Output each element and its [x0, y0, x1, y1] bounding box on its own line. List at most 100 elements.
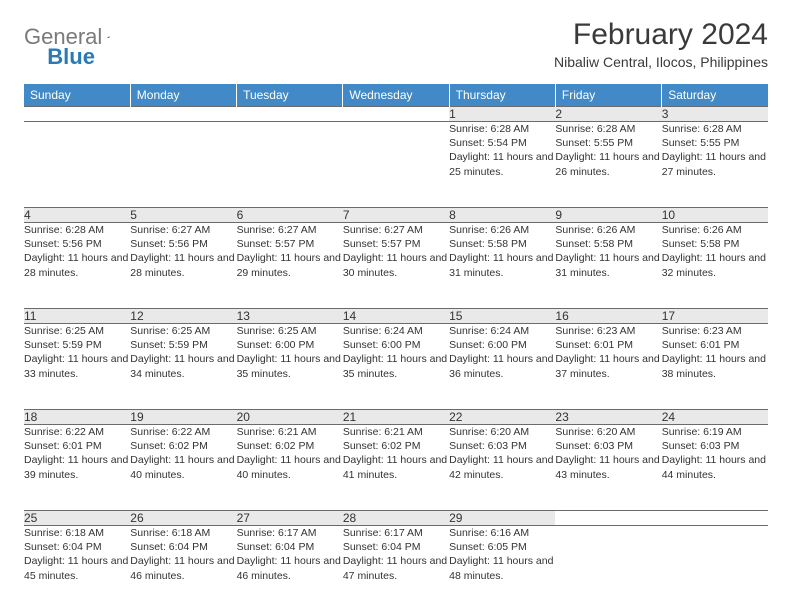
day-detail-cell: Sunrise: 6:23 AMSunset: 6:01 PMDaylight:…: [555, 324, 661, 410]
sunset-line: Sunset: 5:55 PM: [555, 136, 661, 150]
day-number-cell: [343, 107, 449, 122]
day-number-cell: 29: [449, 511, 555, 526]
sunrise-line: Sunrise: 6:17 AM: [237, 526, 343, 540]
sunset-line: Sunset: 5:57 PM: [343, 237, 449, 251]
daylight-line: Daylight: 11 hours and 37 minutes.: [555, 352, 661, 380]
sunset-line: Sunset: 6:02 PM: [130, 439, 236, 453]
weekday-header: Tuesday: [237, 84, 343, 107]
day-number-cell: 15: [449, 309, 555, 324]
day-number-cell: 12: [130, 309, 236, 324]
daylight-line: Daylight: 11 hours and 34 minutes.: [130, 352, 236, 380]
day-number-cell: 14: [343, 309, 449, 324]
sunset-line: Sunset: 6:02 PM: [237, 439, 343, 453]
sunrise-line: Sunrise: 6:23 AM: [555, 324, 661, 338]
day-number-cell: [130, 107, 236, 122]
weekday-header: Thursday: [449, 84, 555, 107]
sunset-line: Sunset: 6:00 PM: [237, 338, 343, 352]
day-detail-cell: Sunrise: 6:21 AMSunset: 6:02 PMDaylight:…: [343, 425, 449, 511]
day-number-cell: [555, 511, 661, 526]
daylight-line: Daylight: 11 hours and 38 minutes.: [662, 352, 768, 380]
sunset-line: Sunset: 5:58 PM: [555, 237, 661, 251]
day-detail-cell: Sunrise: 6:27 AMSunset: 5:56 PMDaylight:…: [130, 223, 236, 309]
sunrise-line: Sunrise: 6:22 AM: [130, 425, 236, 439]
sunset-line: Sunset: 6:02 PM: [343, 439, 449, 453]
brand-triangle-icon: [107, 28, 110, 46]
sunset-line: Sunset: 5:56 PM: [24, 237, 130, 251]
daylight-line: Daylight: 11 hours and 33 minutes.: [24, 352, 130, 380]
title-block: February 2024 Nibaliw Central, Ilocos, P…: [554, 18, 768, 70]
day-detail-cell: Sunrise: 6:22 AMSunset: 6:01 PMDaylight:…: [24, 425, 130, 511]
day-number-cell: 13: [237, 309, 343, 324]
day-number-cell: 2: [555, 107, 661, 122]
day-detail-cell: Sunrise: 6:28 AMSunset: 5:55 PMDaylight:…: [662, 122, 768, 208]
day-detail-cell: Sunrise: 6:24 AMSunset: 6:00 PMDaylight:…: [449, 324, 555, 410]
day-detail-cell: Sunrise: 6:20 AMSunset: 6:03 PMDaylight:…: [555, 425, 661, 511]
weekday-header: Saturday: [662, 84, 768, 107]
day-detail-cell: [343, 122, 449, 208]
daylight-line: Daylight: 11 hours and 30 minutes.: [343, 251, 449, 279]
sunrise-line: Sunrise: 6:28 AM: [24, 223, 130, 237]
day-detail-cell: Sunrise: 6:23 AMSunset: 6:01 PMDaylight:…: [662, 324, 768, 410]
day-number-cell: 9: [555, 208, 661, 223]
sunrise-line: Sunrise: 6:20 AM: [449, 425, 555, 439]
detail-row: Sunrise: 6:28 AMSunset: 5:56 PM Daylight:…: [24, 223, 768, 309]
day-detail-cell: Sunrise: 6:26 AMSunset: 5:58 PMDaylight:…: [662, 223, 768, 309]
sunrise-line: Sunrise: 6:26 AM: [449, 223, 555, 237]
daylight-line: Daylight: 11 hours and 47 minutes.: [343, 554, 449, 582]
day-detail-cell: Sunrise: 6:26 AMSunset: 5:58 PMDaylight:…: [555, 223, 661, 309]
day-detail-cell: Sunrise: 6:18 AMSunset: 6:04 PMDaylight:…: [24, 526, 130, 612]
sunset-line: Sunset: 5:59 PM: [24, 338, 130, 352]
day-number-cell: 16: [555, 309, 661, 324]
daylight-line: Daylight: 11 hours and 48 minutes.: [449, 554, 555, 582]
day-detail-cell: Sunrise: 6:21 AMSunset: 6:02 PMDaylight:…: [237, 425, 343, 511]
sunrise-line: Sunrise: 6:18 AM: [24, 526, 130, 540]
day-detail-cell: Sunrise: 6:24 AMSunset: 6:00 PMDaylight:…: [343, 324, 449, 410]
sunset-line: Sunset: 6:00 PM: [343, 338, 449, 352]
daylight-line: Daylight: 11 hours and 27 minutes.: [662, 150, 768, 178]
brand-part2: Blue: [47, 44, 95, 70]
day-number-cell: 21: [343, 410, 449, 425]
sunset-line: Sunset: 6:03 PM: [449, 439, 555, 453]
daylight-line: Daylight: 11 hours and 36 minutes.: [449, 352, 555, 380]
sunrise-line: Sunrise: 6:27 AM: [343, 223, 449, 237]
sunrise-line: Sunrise: 6:20 AM: [555, 425, 661, 439]
sunrise-line: Sunrise: 6:28 AM: [662, 122, 768, 136]
day-number-cell: 7: [343, 208, 449, 223]
day-number-cell: [237, 107, 343, 122]
sunset-line: Sunset: 6:01 PM: [24, 439, 130, 453]
daynum-row: 11121314151617: [24, 309, 768, 324]
sunset-line: Sunset: 6:04 PM: [24, 540, 130, 554]
daylight-line: Daylight: 11 hours and 40 minutes.: [237, 453, 343, 481]
day-detail-cell: Sunrise: 6:28 AMSunset: 5:54 PMDaylight:…: [449, 122, 555, 208]
day-detail-cell: Sunrise: 6:17 AMSunset: 6:04 PMDaylight:…: [237, 526, 343, 612]
sunrise-line: Sunrise: 6:23 AM: [662, 324, 768, 338]
sunrise-line: Sunrise: 6:26 AM: [662, 223, 768, 237]
sunrise-line: Sunrise: 6:16 AM: [449, 526, 555, 540]
sunrise-line: Sunrise: 6:27 AM: [130, 223, 236, 237]
sunrise-line: Sunrise: 6:21 AM: [237, 425, 343, 439]
daylight-line: Daylight: 11 hours and 43 minutes.: [555, 453, 661, 481]
day-number-cell: 1: [449, 107, 555, 122]
daylight-line: Daylight: 11 hours and 46 minutes.: [237, 554, 343, 582]
sunrise-line: Sunrise: 6:18 AM: [130, 526, 236, 540]
day-detail-cell: Sunrise: 6:17 AMSunset: 6:04 PMDaylight:…: [343, 526, 449, 612]
sunrise-line: Sunrise: 6:26 AM: [555, 223, 661, 237]
daylight-line: Daylight: 11 hours and 40 minutes.: [130, 453, 236, 481]
day-number-cell: 6: [237, 208, 343, 223]
weekday-header: Monday: [130, 84, 236, 107]
sunrise-line: Sunrise: 6:27 AM: [237, 223, 343, 237]
detail-row: Sunrise: 6:22 AMSunset: 6:01 PMDaylight:…: [24, 425, 768, 511]
sunrise-line: Sunrise: 6:25 AM: [130, 324, 236, 338]
day-number-cell: [662, 511, 768, 526]
daylight-line: Daylight: 11 hours and 35 minutes.: [237, 352, 343, 380]
day-number-cell: 18: [24, 410, 130, 425]
day-detail-cell: Sunrise: 6:28 AMSunset: 5:56 PMDaylight:…: [24, 223, 130, 309]
day-detail-cell: Sunrise: 6:20 AMSunset: 6:03 PMDaylight:…: [449, 425, 555, 511]
daylight-line: Daylight: 11 hours and 29 minutes.: [237, 251, 343, 279]
day-number-cell: 4: [24, 208, 130, 223]
sunset-line: Sunset: 6:03 PM: [555, 439, 661, 453]
sunrise-line: Sunrise: 6:22 AM: [24, 425, 130, 439]
day-number-cell: 24: [662, 410, 768, 425]
day-detail-cell: [662, 526, 768, 612]
daynum-row: 123: [24, 107, 768, 122]
